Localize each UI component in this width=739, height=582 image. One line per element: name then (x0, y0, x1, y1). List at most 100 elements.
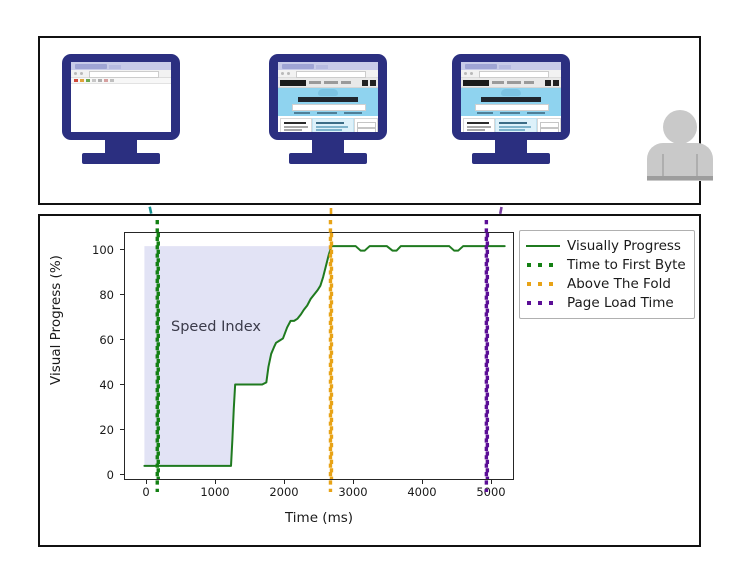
monitor-stand-cut (474, 140, 492, 155)
form-field (357, 128, 376, 132)
page-cards (461, 116, 561, 132)
hero-link (527, 112, 545, 114)
monitor-stand-cut (530, 140, 548, 155)
x-tick-mark (491, 480, 493, 484)
y-tick-100: 100 (92, 243, 114, 257)
bookmark-icon (104, 79, 108, 82)
y-axis-label: Visual Progress (%) (48, 255, 64, 385)
page-hero (461, 88, 561, 116)
browser-titlebar (278, 62, 378, 70)
monitor-neck (495, 138, 527, 155)
site-logo (463, 79, 489, 86)
monitor-base (472, 153, 550, 164)
marker-overshoot (155, 220, 489, 492)
nav-item (507, 81, 521, 84)
legend-label: Above The Fold (567, 275, 671, 292)
monitor-bezel (269, 54, 387, 140)
x-axis-label: Time (ms) (284, 510, 354, 526)
chart-legend: Visually Progress Time to First Byte Abo… (519, 230, 695, 319)
monitor-fully-loaded (452, 54, 570, 164)
browser-tab (282, 63, 314, 69)
hero-link (500, 112, 520, 114)
legend-swatch-dotted (526, 297, 560, 309)
nav-item (524, 81, 534, 84)
y-tick-80: 80 (99, 288, 114, 302)
browser-url-field (296, 71, 366, 78)
card (280, 118, 312, 132)
monitor-neck (105, 138, 137, 155)
legend-item-visually-progress[interactable]: Visually Progress (526, 236, 688, 255)
legend-item-time-to-first-byte[interactable]: Time to First Byte (526, 255, 688, 274)
legend-item-page-load-time[interactable]: Page Load Time (526, 293, 688, 312)
cloud-illustration (501, 89, 521, 96)
x-tick-mark (215, 480, 217, 484)
browser-urlbar (461, 70, 561, 78)
y-tick-0: 0 (106, 468, 114, 482)
hero-link (294, 112, 310, 114)
y-tick-mark (120, 249, 124, 251)
legend-label: Page Load Time (567, 294, 674, 311)
speed-index-annotation: Speed Index (171, 319, 261, 335)
browser-blank-viewport (71, 84, 171, 132)
card-highlight (495, 118, 537, 132)
legend-label: Time to First Byte (567, 256, 686, 273)
browser-tab (465, 63, 497, 69)
legend-swatch-dotted (526, 278, 560, 290)
y-tick-mark (120, 294, 124, 296)
page-header (461, 78, 561, 88)
user-head-icon (663, 110, 697, 144)
x-tick-mark (422, 480, 424, 484)
hero-search-field (292, 104, 366, 111)
forward-icon (470, 72, 473, 75)
header-menu-icon (370, 79, 376, 86)
x-tick-4000: 4000 (407, 485, 437, 499)
bookmark-icon (80, 79, 84, 82)
back-icon (74, 72, 77, 75)
speed-index-area (144, 246, 332, 466)
bookmark-icon (86, 79, 90, 82)
y-tick-40: 40 (99, 378, 114, 392)
monitor-blank (62, 54, 180, 164)
monitor-base (82, 153, 160, 164)
forward-icon (80, 72, 83, 75)
hero-link (477, 112, 493, 114)
x-tick-2000: 2000 (269, 485, 299, 499)
x-tick-5000: 5000 (476, 485, 506, 499)
x-tick-mark (353, 480, 355, 484)
hero-search-field (475, 104, 549, 111)
monitor-stand-cut (140, 140, 158, 155)
x-tick-1000: 1000 (200, 485, 230, 499)
forward-icon (287, 72, 290, 75)
bookmark-icon (74, 79, 78, 82)
browser-urlbar (71, 70, 171, 78)
browser-titlebar (461, 62, 561, 70)
user-body-icon (647, 143, 713, 181)
form-field (540, 122, 559, 128)
browser-tab-inactive (109, 64, 121, 69)
browser-filmstrip-panel (38, 36, 713, 205)
x-tick-3000: 3000 (338, 485, 368, 499)
card-form (537, 118, 561, 132)
browser-tab (75, 63, 107, 69)
legend-swatch-solid (526, 240, 560, 252)
x-tick-mark (146, 480, 148, 484)
y-tick-mark (120, 339, 124, 341)
card-highlight (312, 118, 354, 132)
page-cards (278, 116, 378, 132)
visually-progress-line (143, 245, 506, 467)
monitor-base (289, 153, 367, 164)
monitor-above-the-fold (269, 54, 387, 164)
user-arm-icon (696, 154, 698, 176)
plot-canvas (143, 233, 506, 479)
header-action-icon (545, 79, 551, 86)
monitor-screen (278, 62, 378, 132)
y-tick-mark (120, 474, 124, 476)
legend-item-above-the-fold[interactable]: Above The Fold (526, 274, 688, 293)
form-field (357, 122, 376, 128)
nav-item (341, 81, 351, 84)
hero-headline (298, 97, 358, 102)
card (463, 118, 495, 132)
back-icon (281, 72, 284, 75)
monitor-stand-cut (291, 140, 309, 155)
